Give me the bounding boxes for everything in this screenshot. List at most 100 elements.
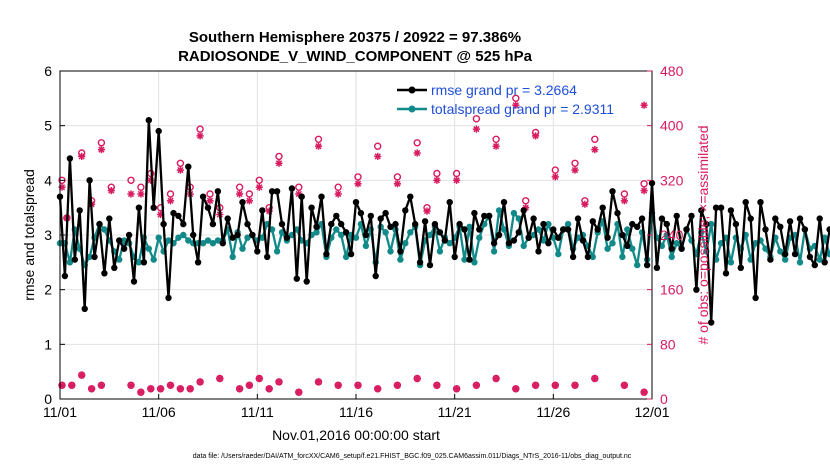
rmse-point <box>624 242 631 250</box>
asterisk-stroke <box>640 187 648 194</box>
rmse-point <box>712 204 720 211</box>
asterisk-stroke <box>88 385 95 392</box>
rmse-point <box>209 220 217 228</box>
totalspread-point <box>762 245 769 252</box>
legend-spread-label: totalspread grand pr = 2.9311 <box>431 101 614 117</box>
obs-assimilated-marker <box>216 374 224 383</box>
y-tick-label: 5 <box>44 118 52 134</box>
y-axis-label: rmse and totalspread <box>21 169 37 301</box>
obs-assimilated-marker <box>255 183 263 191</box>
rmse-point <box>693 286 700 293</box>
rmse-point <box>752 294 759 302</box>
rmse-point <box>461 226 468 233</box>
totalspread-point <box>495 207 503 214</box>
obs-assimilated-marker <box>591 146 599 154</box>
rmse-point <box>564 226 572 233</box>
totalspread-point <box>609 240 616 247</box>
rmse-point <box>145 117 152 124</box>
rmse-point <box>742 199 749 206</box>
rmse-point <box>811 261 818 269</box>
rmse-point <box>323 250 330 258</box>
rmse-point <box>658 215 666 222</box>
rmse-point <box>111 264 118 271</box>
totalspread-point <box>535 226 542 233</box>
totalspread-point <box>333 226 340 233</box>
asterisk-stroke <box>177 166 184 174</box>
obs-assimilated-marker <box>78 152 86 160</box>
obs-assimilated-marker <box>147 385 155 393</box>
rmse-point <box>357 209 365 217</box>
obs-possible-marker <box>275 152 283 161</box>
rmse-point <box>545 240 552 247</box>
obs-assimilated-marker <box>107 187 115 195</box>
asterisk-stroke <box>206 197 214 204</box>
rmse-point <box>130 278 138 285</box>
asterisk-stroke <box>137 190 145 198</box>
totalspread-point <box>145 245 152 252</box>
asterisk-stroke <box>571 166 579 174</box>
rmse-point <box>120 245 128 252</box>
rmse-point <box>352 199 360 206</box>
obs-assimilated-marker <box>58 183 66 191</box>
rmse-point <box>283 234 291 241</box>
asterisk-stroke <box>315 143 322 150</box>
totalspread-point <box>555 250 562 258</box>
asterisk-stroke <box>591 146 598 153</box>
obs-possible-marker <box>196 125 204 133</box>
rmse-point <box>367 212 374 220</box>
rmse-point <box>66 155 74 162</box>
rmse-point <box>416 259 424 266</box>
rmse-point <box>722 270 730 277</box>
rmse-point <box>555 234 562 241</box>
rmse-point <box>155 127 162 135</box>
asterisk-stroke <box>127 190 135 198</box>
totalspread-point <box>619 253 626 261</box>
rmse-point <box>446 199 453 206</box>
rmse-point <box>594 226 601 233</box>
asterisk-stroke <box>108 187 115 194</box>
rmse-point <box>288 185 296 192</box>
rmse-point <box>407 193 414 200</box>
rmse-point <box>81 305 88 312</box>
asterisk-stroke <box>591 375 598 382</box>
rmse-point <box>668 245 675 252</box>
rmse-point <box>826 226 830 233</box>
asterisk-stroke <box>414 149 421 157</box>
obs-assimilated-marker <box>196 132 204 140</box>
obs-assimilated-marker <box>512 385 520 393</box>
rmse-point <box>268 188 276 195</box>
obs-assimilated-marker <box>295 388 303 396</box>
asterisk-stroke <box>394 382 401 389</box>
rmse-point <box>125 231 133 239</box>
asterisk-stroke <box>512 385 519 392</box>
obs-assimilated-marker <box>314 142 323 150</box>
totalspread-point <box>116 256 123 263</box>
asterisk-stroke <box>335 190 342 198</box>
rmse-point <box>214 188 222 195</box>
totalspread-point <box>204 237 212 244</box>
obs-assimilated-marker <box>137 388 145 396</box>
x-axis-label: Nov.01,2016 00:00:00 start <box>272 427 440 443</box>
y-tick-label: 2 <box>44 282 52 298</box>
legend-spread-marker <box>408 105 416 113</box>
totalspread-point <box>545 220 552 228</box>
obs-possible-marker <box>393 173 402 181</box>
obs-assimilated-marker <box>127 381 135 389</box>
rmse-point <box>382 209 389 217</box>
rmse-point <box>560 226 567 233</box>
rmse-point <box>638 215 646 222</box>
totalspread-point <box>668 253 675 261</box>
obs-assimilated-marker <box>275 159 283 167</box>
rmse-point <box>397 248 404 255</box>
rmse-point <box>698 207 705 214</box>
obs-assimilated-marker <box>68 381 76 389</box>
obs-assimilated-marker <box>620 381 628 389</box>
totalspread-point <box>209 240 217 247</box>
totalspread-point <box>155 234 162 241</box>
totalspread-point <box>589 253 596 261</box>
asterisk-stroke <box>167 197 174 204</box>
obs-assimilated-marker <box>88 385 96 393</box>
asterisk-stroke <box>157 385 164 392</box>
rmse-point <box>589 218 596 225</box>
obs-assimilated-marker <box>78 371 86 379</box>
